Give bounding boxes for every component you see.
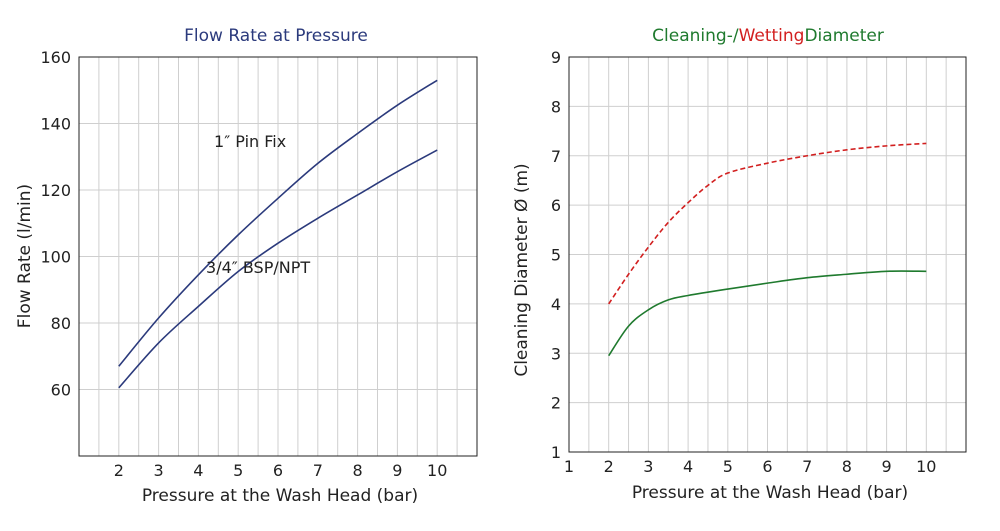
- x-tick-label: 2: [114, 461, 124, 480]
- x-tick-label: 3: [643, 457, 653, 476]
- x-tick-label: 4: [683, 457, 693, 476]
- x-tick-label: 1: [564, 457, 574, 476]
- y-tick-label: 100: [40, 248, 71, 267]
- y-tick-label: 3: [551, 344, 561, 363]
- x-tick-label: 2: [604, 457, 614, 476]
- chart-title-part: Wetting: [739, 26, 805, 46]
- y-tick-label: 140: [40, 115, 71, 134]
- x-tick-label: 7: [313, 461, 323, 480]
- series-line-1: [118, 79, 438, 367]
- y-tick-label: 1: [551, 443, 561, 462]
- chart-title: Flow Rate at Pressure: [184, 26, 368, 46]
- plot-frame: [78, 56, 478, 457]
- x-tick-label: 9: [882, 457, 892, 476]
- y-tick-label: 4: [551, 295, 561, 314]
- y-tick-label: 2: [551, 394, 561, 413]
- y-tick-label: 80: [51, 314, 71, 333]
- y-tick-label: 120: [40, 181, 71, 200]
- x-tick-label: 8: [842, 457, 852, 476]
- x-tick-label: 5: [233, 461, 243, 480]
- x-tick-label: 9: [392, 461, 402, 480]
- y-tick-label: 160: [40, 48, 71, 67]
- y-tick-label: 7: [551, 147, 561, 166]
- series-annotation: 3/4″ BSP/NPT: [206, 258, 310, 277]
- plot-frame: [568, 56, 967, 453]
- series-annotation: 1″ Pin Fix: [214, 132, 286, 151]
- y-tick-label: 5: [551, 246, 561, 265]
- x-axis-label: Pressure at the Wash Head (bar): [632, 483, 908, 503]
- x-tick-label: 4: [193, 461, 203, 480]
- chart-title: Cleaning-/WettingDiameter: [652, 26, 884, 46]
- x-tick-label: 5: [723, 457, 733, 476]
- series-line-2: [118, 149, 438, 389]
- x-tick-label: 3: [154, 461, 164, 480]
- x-tick-label: 8: [353, 461, 363, 480]
- y-tick-label: 8: [551, 97, 561, 116]
- y-axis-label: Cleaning Diameter Ø (m): [512, 163, 532, 376]
- series-line-1: [608, 142, 927, 305]
- y-tick-label: 9: [551, 48, 561, 67]
- series-line-2: [608, 270, 927, 357]
- x-tick-label: 10: [916, 457, 936, 476]
- x-tick-label: 6: [762, 457, 772, 476]
- chart-1: 2 3 4 5 6 7 8 9 10 60 80 100 120 140 160 Pressure at th…: [15, 26, 478, 506]
- chart-title-part: Diameter: [804, 26, 883, 46]
- y-tick-label: 60: [51, 381, 71, 400]
- y-tick-label: 6: [551, 196, 561, 215]
- x-tick-label: 6: [273, 461, 283, 480]
- x-axis-label: Pressure at the Wash Head (bar): [142, 486, 418, 506]
- y-axis-label: Flow Rate (l/min): [15, 184, 35, 328]
- x-tick-label: 10: [427, 461, 447, 480]
- chart-title-part: Cleaning-/: [652, 26, 739, 46]
- chart-2: 1 2 3 4 5 6 7 8 9 10 1 2 3 4 5 6 7 8 9 Pressure at the Wash…: [512, 26, 967, 503]
- x-tick-label: 7: [802, 457, 812, 476]
